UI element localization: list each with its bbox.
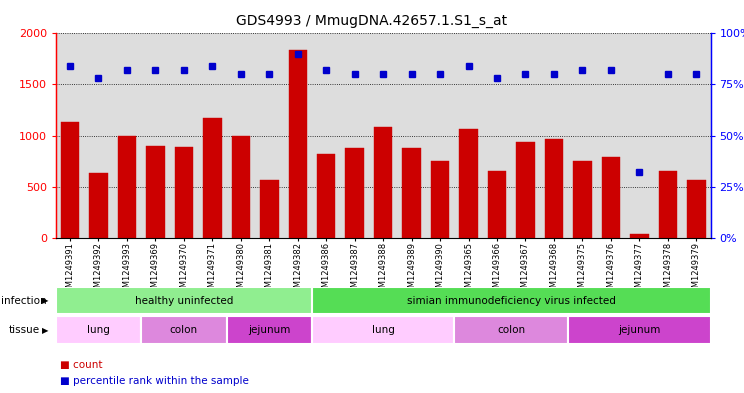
Text: jejunum: jejunum	[248, 325, 290, 335]
Bar	[374, 127, 392, 238]
Bar	[602, 157, 620, 238]
Bar	[658, 171, 677, 238]
Text: ■ count: ■ count	[60, 360, 102, 370]
Text: lung: lung	[87, 325, 110, 335]
Bar	[545, 139, 563, 238]
Bar	[89, 173, 108, 238]
Bar	[687, 180, 705, 238]
Bar	[403, 148, 421, 238]
Bar	[56, 287, 312, 314]
Text: simian immunodeficiency virus infected: simian immunodeficiency virus infected	[407, 296, 616, 306]
Bar	[175, 147, 193, 238]
Bar	[227, 316, 312, 344]
Bar	[260, 180, 278, 238]
Bar	[568, 316, 711, 344]
Bar	[317, 154, 336, 238]
Bar	[312, 316, 455, 344]
Text: lung: lung	[372, 325, 394, 335]
Bar	[455, 316, 568, 344]
Text: jejunum: jejunum	[618, 325, 661, 335]
Text: ■ percentile rank within the sample: ■ percentile rank within the sample	[60, 376, 248, 386]
Bar	[231, 136, 250, 238]
Text: healthy uninfected: healthy uninfected	[135, 296, 233, 306]
Text: colon: colon	[497, 325, 525, 335]
Text: ▶: ▶	[42, 296, 48, 305]
Text: ▶: ▶	[42, 326, 48, 334]
Text: colon: colon	[170, 325, 198, 335]
Bar	[289, 50, 307, 238]
Bar	[459, 129, 478, 238]
Bar	[573, 161, 591, 238]
Text: tissue: tissue	[9, 325, 40, 335]
Bar	[203, 118, 222, 238]
Bar	[118, 136, 136, 238]
Bar	[146, 146, 164, 238]
Bar	[516, 142, 535, 238]
Text: GDS4993 / MmugDNA.42657.1.S1_s_at: GDS4993 / MmugDNA.42657.1.S1_s_at	[237, 14, 507, 28]
Text: infection: infection	[1, 296, 46, 306]
Bar	[630, 234, 649, 238]
Bar	[312, 287, 711, 314]
Bar	[141, 316, 227, 344]
Bar	[431, 161, 449, 238]
Bar	[488, 171, 506, 238]
Bar	[56, 316, 141, 344]
Bar	[345, 148, 364, 238]
Bar	[61, 122, 80, 238]
